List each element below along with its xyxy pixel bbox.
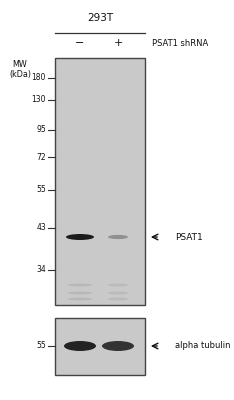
- Text: MW: MW: [13, 60, 27, 69]
- Ellipse shape: [108, 292, 128, 294]
- Text: 43: 43: [36, 224, 46, 232]
- Ellipse shape: [64, 341, 96, 351]
- Ellipse shape: [68, 284, 92, 286]
- Text: 55: 55: [36, 186, 46, 194]
- Text: 180: 180: [32, 74, 46, 82]
- Ellipse shape: [102, 341, 134, 351]
- Text: alpha tubulin: alpha tubulin: [175, 342, 230, 350]
- Text: −: −: [75, 38, 85, 48]
- Text: 55: 55: [36, 342, 46, 350]
- Text: PSAT1 shRNA: PSAT1 shRNA: [152, 38, 208, 48]
- Bar: [55, 58, 145, 305]
- Ellipse shape: [108, 298, 128, 300]
- Ellipse shape: [68, 292, 92, 294]
- Text: (kDa): (kDa): [9, 70, 31, 79]
- Text: 95: 95: [36, 126, 46, 134]
- Text: +: +: [113, 38, 123, 48]
- Ellipse shape: [66, 234, 94, 240]
- Text: PSAT1: PSAT1: [175, 232, 203, 242]
- Text: 34: 34: [36, 266, 46, 274]
- Text: 72: 72: [36, 152, 46, 162]
- Ellipse shape: [108, 235, 128, 239]
- Ellipse shape: [108, 284, 128, 286]
- Text: 293T: 293T: [87, 13, 113, 23]
- Text: 130: 130: [32, 96, 46, 104]
- Ellipse shape: [68, 298, 92, 300]
- Bar: [55, 318, 145, 375]
